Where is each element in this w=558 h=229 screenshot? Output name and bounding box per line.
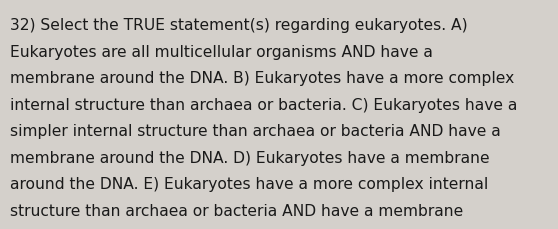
Text: membrane around the DNA. B) Eukaryotes have a more complex: membrane around the DNA. B) Eukaryotes h… [10, 71, 514, 86]
Text: structure than archaea or bacteria AND have a membrane: structure than archaea or bacteria AND h… [10, 203, 463, 218]
Text: Eukaryotes are all multicellular organisms AND have a: Eukaryotes are all multicellular organis… [10, 45, 433, 60]
Text: internal structure than archaea or bacteria. C) Eukaryotes have a: internal structure than archaea or bacte… [10, 97, 517, 112]
Text: membrane around the DNA. D) Eukaryotes have a membrane: membrane around the DNA. D) Eukaryotes h… [10, 150, 490, 165]
Text: around the DNA. E) Eukaryotes have a more complex internal: around the DNA. E) Eukaryotes have a mor… [10, 176, 488, 191]
Text: simpler internal structure than archaea or bacteria AND have a: simpler internal structure than archaea … [10, 124, 501, 139]
Text: 32) Select the TRUE statement(s) regarding eukaryotes. A): 32) Select the TRUE statement(s) regardi… [10, 18, 468, 33]
